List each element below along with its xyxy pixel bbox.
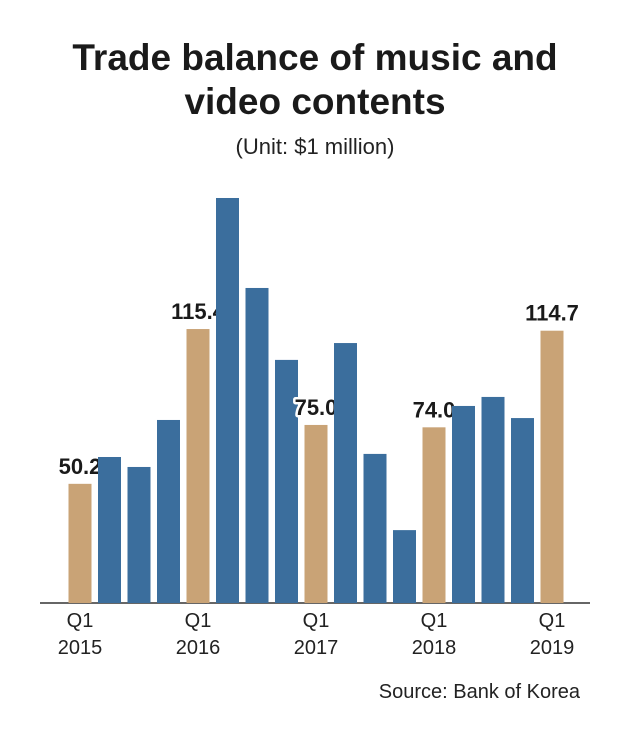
x-tick-label: Q1 2018: [411, 610, 457, 659]
x-tick-label: Q1 2019: [529, 610, 575, 659]
bar: [127, 466, 151, 603]
value-label: 50.2: [59, 454, 102, 479]
chart-subtitle: (Unit: $1 million): [235, 134, 395, 159]
source-note: Source: Bank of Korea: [378, 681, 580, 703]
x-tick-label: Q1 2016: [175, 610, 221, 659]
bar: [98, 456, 121, 603]
bar: [186, 329, 210, 603]
x-tick-label: Q1 2017: [293, 610, 339, 659]
value-label: 75.0: [295, 395, 338, 420]
bar: [275, 359, 298, 603]
x-tick-label: Q1 2015: [57, 610, 103, 659]
bar: [540, 330, 564, 603]
bar: [422, 427, 446, 603]
chart-title: Trade balance of music and video content…: [72, 37, 558, 122]
bar: [481, 396, 505, 603]
bar: [304, 424, 328, 603]
value-label: 114.7: [525, 301, 579, 326]
bar: [363, 453, 387, 603]
bar: [68, 483, 92, 603]
bar: [393, 530, 416, 603]
bar: [334, 343, 357, 603]
bar: [245, 287, 269, 603]
bar: [216, 197, 239, 603]
bar: [452, 405, 475, 603]
bar: [157, 419, 180, 603]
value-label: 74.0: [413, 397, 456, 422]
bar: [511, 418, 534, 603]
